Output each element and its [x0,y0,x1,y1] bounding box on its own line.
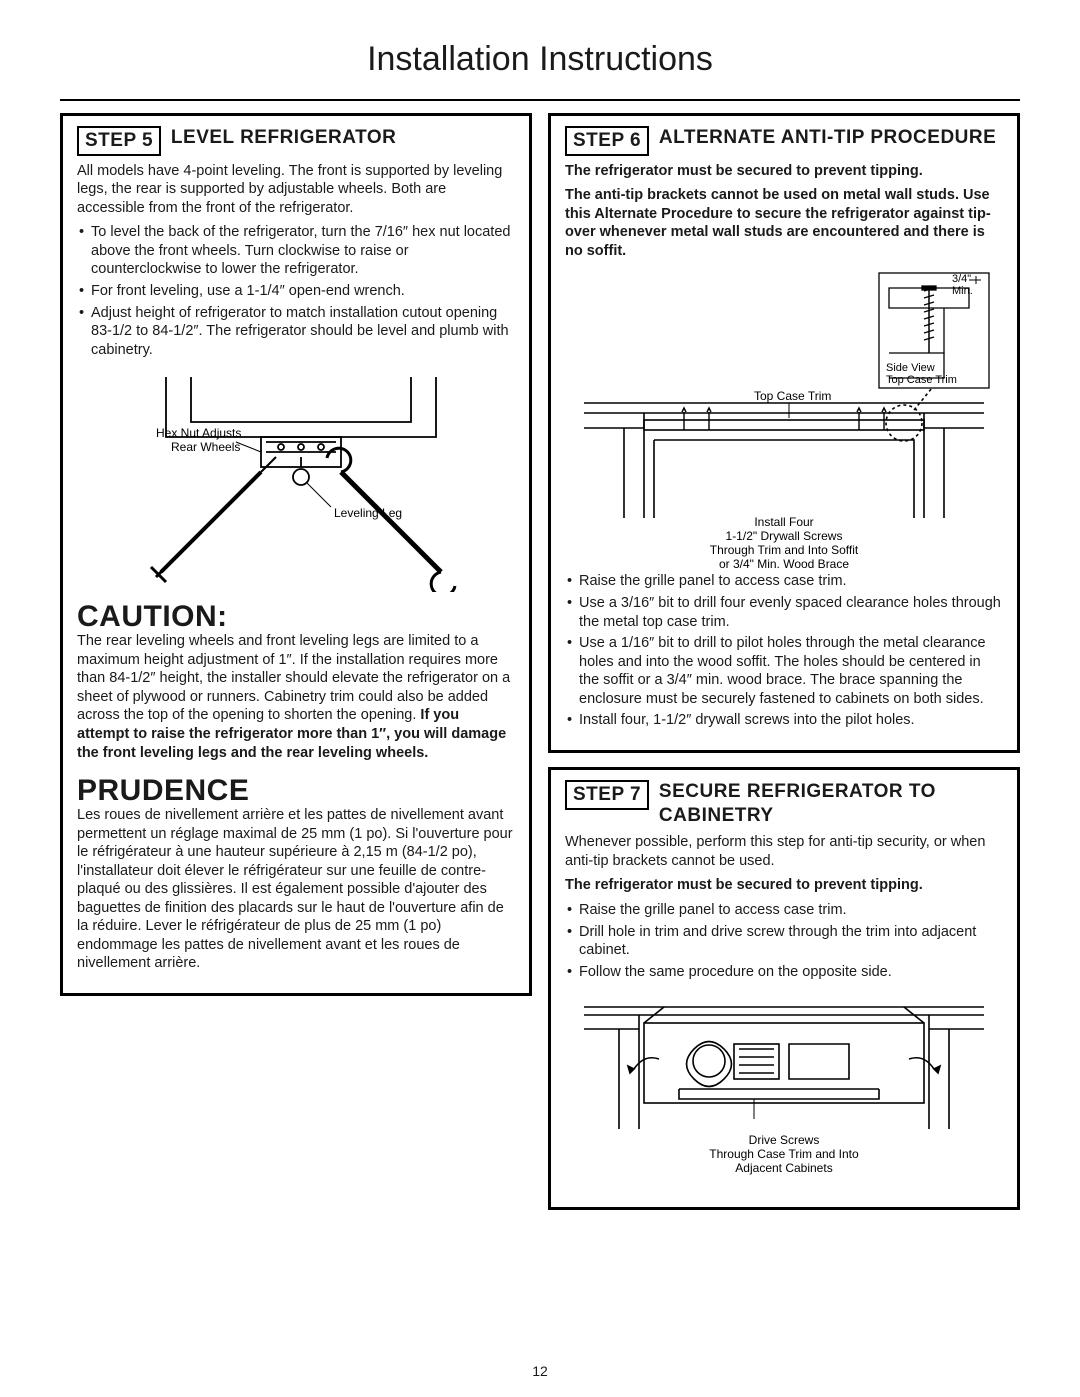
hex-label-1: Hex Nut Adjusts [156,426,241,440]
hex-label-2: Rear Wheels [171,440,240,454]
secure-diagram: Drive Screws Through Case Trim and Into … [574,989,994,1189]
step6-title: ALTERNATE ANTI-TIP PROCEDURE [659,126,996,150]
step5-bullet: Adjust height of refrigerator to match i… [77,304,515,360]
step7-title: SECURE REFRIGERATOR TO CABINETRY [659,780,1001,828]
page-title: Installation Instructions [60,40,1020,79]
topcase-label: Top Case Trim [754,389,831,403]
d3-cap1: Drive Screws [749,1133,820,1147]
step7-label: STEP 7 [565,780,649,810]
step6-box: STEP 6 ALTERNATE ANTI-TIP PROCEDURE The … [548,113,1020,753]
prudence-heading: PRUDENCE [77,776,515,806]
d2-cap2: 1-1/2" Drywall Screws [726,529,843,543]
step7-box: STEP 7 SECURE REFRIGERATOR TO CABINETRY … [548,767,1020,1210]
horizontal-rule [60,99,1020,101]
d3-cap3: Adjacent Cabinets [735,1161,832,1175]
step5-box: STEP 5 LEVEL REFRIGERATOR All models hav… [60,113,532,996]
content-columns: STEP 5 LEVEL REFRIGERATOR All models hav… [60,113,1020,1224]
step7-intro: Whenever possible, perform this step for… [565,833,1003,870]
left-column: STEP 5 LEVEL REFRIGERATOR All models hav… [60,113,532,1224]
antitip-diagram: 3/4" Min. Side View Top Case Trim [574,268,994,568]
step6-bullet: Install four, 1-1/2″ drywall screws into… [565,711,1003,730]
min-label-1: 3/4" [952,273,971,285]
d2-cap1: Install Four [754,515,813,529]
leveling-diagram: Hex Nut Adjusts Rear Wheels Leveling Leg [106,367,486,592]
step7-heading: STEP 7 SECURE REFRIGERATOR TO CABINETRY [565,780,1003,828]
step7-bullet: Raise the grille panel to access case tr… [565,901,1003,920]
caution-body: The rear leveling wheels and front level… [77,632,515,762]
step5-title: LEVEL REFRIGERATOR [171,126,396,150]
step6-bullet: Raise the grille panel to access case tr… [565,572,1003,591]
step5-heading: STEP 5 LEVEL REFRIGERATOR [77,126,515,156]
step7-bold: The refrigerator must be secured to prev… [565,876,1003,895]
d2-cap4: or 3/4" Min. Wood Brace [719,557,849,568]
side-label-1: Side View [886,362,935,374]
step5-bullet: To level the back of the refrigerator, t… [77,223,515,279]
page-number: 12 [532,1363,548,1379]
d2-cap3: Through Trim and Into Soffit [710,543,859,557]
step5-label: STEP 5 [77,126,161,156]
side-label-2: Top Case Trim [886,374,957,386]
step7-bullet: Follow the same procedure on the opposit… [565,963,1003,982]
step6-bullet: Use a 1/16″ bit to drill to pilot holes … [565,634,1003,708]
right-column: STEP 6 ALTERNATE ANTI-TIP PROCEDURE The … [548,113,1020,1224]
step6-label: STEP 6 [565,126,649,156]
leg-label: Leveling Leg [334,506,402,520]
step5-bullet: For front leveling, use a 1-1/4″ open-en… [77,282,515,301]
step5-bullets: To level the back of the refrigerator, t… [77,223,515,359]
step7-bullet: Drill hole in trim and drive screw throu… [565,923,1003,960]
prudence-body: Les roues de nivellement arrière et les … [77,806,515,973]
step6-bullet: Use a 3/16″ bit to drill four evenly spa… [565,594,1003,631]
step6-bold1: The refrigerator must be secured to prev… [565,162,1003,181]
step6-bullets: Raise the grille panel to access case tr… [565,572,1003,729]
step5-intro: All models have 4-point leveling. The fr… [77,162,515,218]
step6-bold2: The anti-tip brackets cannot be used on … [565,186,1003,260]
min-label-2: Min. [952,285,973,297]
caution-heading: CAUTION: [77,602,515,632]
step7-bullets: Raise the grille panel to access case tr… [565,901,1003,981]
step6-heading: STEP 6 ALTERNATE ANTI-TIP PROCEDURE [565,126,1003,156]
d3-cap2: Through Case Trim and Into [709,1147,859,1161]
